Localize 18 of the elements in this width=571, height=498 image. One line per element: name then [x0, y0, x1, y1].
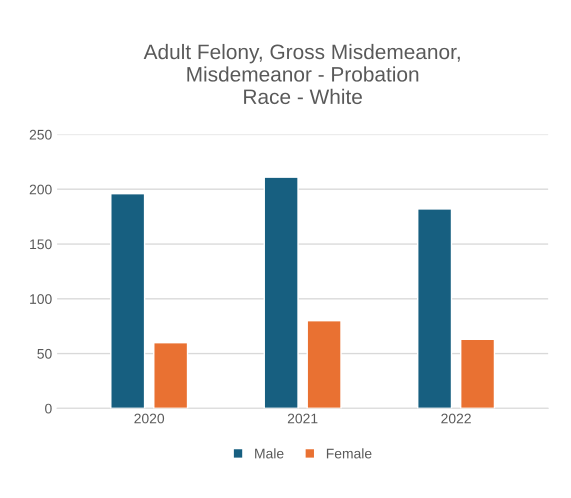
- bar: [153, 342, 188, 408]
- bar: [264, 176, 299, 408]
- y-tick-label: 100: [30, 294, 52, 304]
- bar: [460, 338, 496, 408]
- y-tick-label: 150: [30, 239, 52, 250]
- x-tick-label: 2020: [134, 414, 164, 424]
- y-tick-label: 200: [30, 184, 52, 194]
- y-tick-label: 250: [30, 130, 52, 140]
- y-tick-label: 50: [37, 348, 52, 359]
- bar: [306, 320, 342, 408]
- chart-title: Adult Felony, Gross Misdemeanor, Misdemeanor - Probation Race - White: [144, 44, 460, 104]
- bar: [110, 192, 146, 408]
- x-tick-label: 2021: [288, 414, 318, 424]
- legend-label: Male: [255, 448, 284, 458]
- legend-label: Female: [326, 448, 372, 458]
- bar: [417, 208, 452, 408]
- y-tick-label: 0: [45, 404, 52, 414]
- x-tick-label: 2022: [441, 414, 471, 424]
